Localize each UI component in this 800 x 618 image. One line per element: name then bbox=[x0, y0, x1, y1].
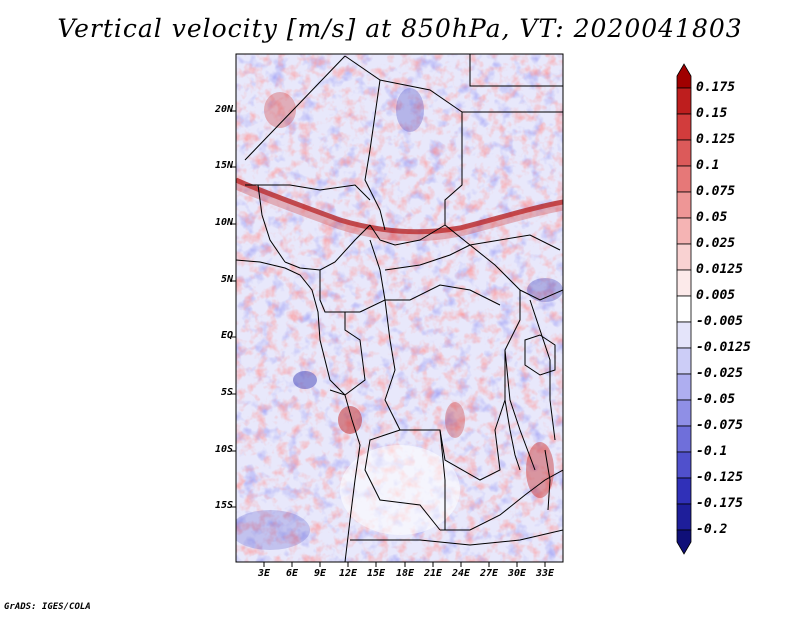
colorbar-label: 0.1 bbox=[696, 158, 720, 173]
lon-label-21e: 21E bbox=[423, 568, 443, 579]
colorbar-label: 0.175 bbox=[696, 80, 736, 95]
map-frame bbox=[235, 53, 564, 563]
colorbar-label: -0.005 bbox=[696, 314, 743, 329]
colorbar-segment bbox=[676, 87, 692, 115]
colorbar bbox=[676, 63, 692, 555]
colorbar-segment bbox=[676, 295, 692, 323]
lon-ticks bbox=[263, 562, 546, 567]
lat-label-15n: 15N bbox=[214, 160, 233, 171]
colorbar-label: -0.025 bbox=[696, 366, 743, 381]
colorbar-segment bbox=[676, 63, 692, 89]
colorbar-segment bbox=[676, 477, 692, 505]
lat-label-20n: 20N bbox=[214, 104, 233, 115]
country-boundaries bbox=[236, 54, 563, 562]
lat-label-eq: EQ bbox=[220, 330, 233, 341]
colorbar-label: 0.005 bbox=[696, 288, 736, 303]
colorbar-label: 0.125 bbox=[696, 132, 736, 147]
colorbar-label: 0.025 bbox=[696, 236, 736, 251]
lat-label-10n: 10N bbox=[214, 217, 233, 228]
velocity-field bbox=[236, 54, 563, 562]
lon-label-9e: 9E bbox=[313, 568, 327, 579]
lat-label-15s: 15S bbox=[214, 500, 233, 511]
lat-label-5s: 5S bbox=[220, 387, 233, 398]
lon-label-33e: 33E bbox=[535, 568, 555, 579]
colorbar-label: 0.075 bbox=[696, 184, 736, 199]
lon-label-24e: 24E bbox=[451, 568, 471, 579]
lon-label-12e: 12E bbox=[338, 568, 358, 579]
grads-credit: GrADS: IGES/COLA bbox=[4, 602, 91, 612]
lon-label-3e: 3E bbox=[257, 568, 271, 579]
lon-label-6e: 6E bbox=[285, 568, 299, 579]
colorbar-segment bbox=[676, 321, 692, 349]
lon-label-27e: 27E bbox=[479, 568, 499, 579]
lon-label-30e: 30E bbox=[507, 568, 527, 579]
colorbar-label: 0.15 bbox=[696, 106, 728, 121]
colorbar-label: 0.05 bbox=[696, 210, 728, 225]
colorbar-segment bbox=[676, 399, 692, 427]
lat-ticks bbox=[231, 110, 236, 508]
lon-label-15e: 15E bbox=[366, 568, 386, 579]
colorbar-label: -0.125 bbox=[696, 470, 743, 485]
colorbar-segment bbox=[676, 373, 692, 401]
colorbar-label: 0.0125 bbox=[696, 262, 743, 277]
colorbar-label: -0.075 bbox=[696, 418, 743, 433]
colorbar-segment bbox=[676, 243, 692, 271]
colorbar-segment bbox=[676, 269, 692, 297]
colorbar-segment bbox=[676, 503, 692, 531]
colorbar-segment bbox=[676, 165, 692, 193]
colorbar-segment bbox=[676, 347, 692, 375]
colorbar-segment bbox=[676, 451, 692, 479]
colorbar-segment bbox=[676, 217, 692, 245]
colorbar-label: -0.05 bbox=[696, 392, 736, 407]
colorbar-label: -0.0125 bbox=[696, 340, 751, 355]
lat-label-10s: 10S bbox=[214, 444, 233, 455]
colorbar-label: -0.2 bbox=[696, 522, 728, 537]
colorbar-label: -0.175 bbox=[696, 496, 743, 511]
map-title: Vertical velocity [m/s] at 850hPa, VT: 2… bbox=[57, 14, 743, 43]
lon-label-18e: 18E bbox=[395, 568, 415, 579]
lat-label-5n: 5N bbox=[220, 274, 233, 285]
colorbar-segment bbox=[676, 139, 692, 167]
colorbar-segment bbox=[676, 529, 692, 555]
colorbar-segment bbox=[676, 113, 692, 141]
colorbar-segment bbox=[676, 191, 692, 219]
colorbar-segment bbox=[676, 425, 692, 453]
colorbar-label: -0.1 bbox=[696, 444, 728, 459]
